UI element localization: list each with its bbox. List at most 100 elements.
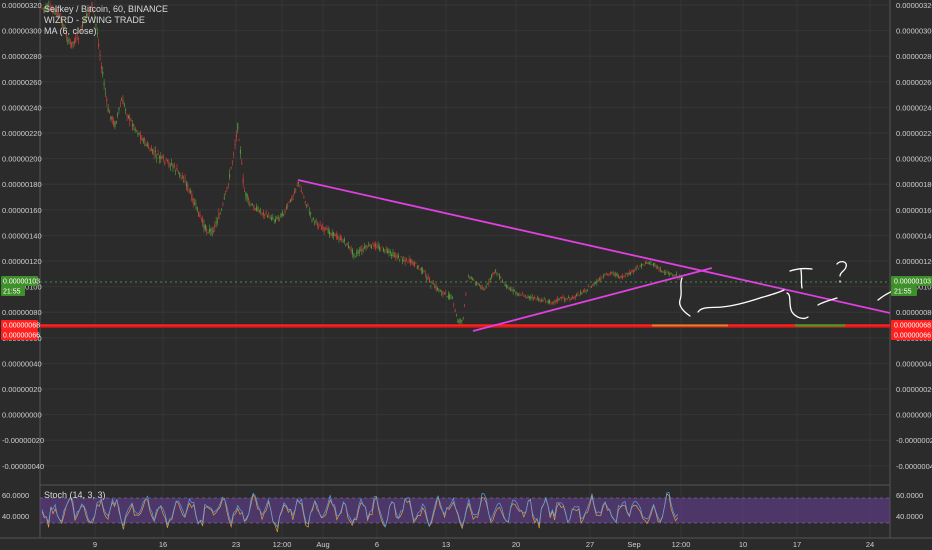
candle-body	[150, 147, 152, 151]
candle-body	[95, 24, 97, 26]
candle-body	[350, 248, 352, 252]
support-tag-upper: 0.00000068	[891, 320, 932, 330]
candle-body	[122, 99, 124, 105]
indicator-ma-label: MA (6, close)	[44, 26, 97, 36]
current-time-tag-left-text: 21:55	[3, 289, 21, 296]
candle-body	[320, 227, 322, 230]
candle-body	[558, 298, 560, 301]
candle-body	[357, 251, 359, 254]
candle-body	[497, 274, 499, 276]
candle-body	[341, 237, 343, 241]
descending-trendline	[297, 179, 891, 314]
time-tick: Aug	[316, 540, 329, 549]
candle-body	[179, 172, 181, 176]
candle-body	[671, 275, 673, 277]
support-tag-left-lower-text: 0.00000066	[3, 333, 40, 340]
candle-body	[399, 259, 401, 260]
price-tick-left: 0.00000240	[2, 103, 42, 112]
candle-body	[172, 165, 174, 167]
candle-body	[412, 262, 414, 266]
candle-body	[535, 298, 537, 300]
candle-body	[239, 149, 241, 154]
support-tag-upper-text: 0.00000068	[894, 323, 931, 330]
candle-body	[306, 204, 308, 206]
current-time-tag-left-box	[1, 286, 25, 296]
candle-body	[674, 274, 676, 276]
candle-body	[477, 283, 479, 285]
candle-body	[296, 185, 298, 186]
candle-body	[650, 262, 652, 263]
candle-body	[322, 225, 324, 229]
candle-body	[167, 159, 169, 162]
candle-body	[408, 258, 410, 262]
candle-body	[643, 265, 645, 266]
candle-body	[527, 296, 529, 298]
candle-body	[445, 291, 447, 293]
candle-body	[284, 210, 286, 213]
candle-body	[627, 273, 629, 276]
candle-body	[453, 303, 455, 305]
candle-body	[431, 283, 433, 285]
candle-body	[323, 227, 325, 232]
candle-body	[569, 299, 571, 301]
current-price-tag-left-box	[1, 276, 38, 286]
candle-body	[568, 297, 569, 299]
candle-body	[194, 203, 196, 205]
candle-body	[257, 207, 259, 210]
time-tick: 17	[793, 540, 801, 549]
candle-body	[202, 219, 204, 224]
current-price-tag-box	[891, 276, 932, 286]
price-tick-right: 0.00000200	[896, 155, 932, 164]
candle-body	[79, 30, 81, 32]
support-tag-lower: 0.00000066	[891, 330, 932, 340]
candle-body	[326, 228, 328, 230]
candle-body	[245, 192, 247, 197]
candle-body	[619, 277, 621, 279]
candle-body	[207, 232, 209, 234]
candle-body	[570, 299, 572, 300]
candle-body	[337, 236, 339, 239]
candle-body	[505, 284, 507, 288]
candle-body	[307, 205, 309, 207]
candle-body	[235, 134, 237, 138]
candle-body	[199, 214, 201, 217]
candle-body	[203, 224, 205, 229]
time-axis[interactable]: 9 16 23 12:00 Aug 6 13 20 27 Sep 12:00 10 17 24	[93, 540, 874, 549]
candle-body	[439, 290, 441, 292]
price-axis-right[interactable]: 0.00000320 0.00000300 0.00000280 0.00000260…	[891, 1, 932, 521]
candle-body	[153, 152, 155, 155]
candle-body	[612, 272, 614, 274]
candle-body	[434, 285, 436, 288]
candle-body	[106, 98, 108, 102]
candle-body	[191, 193, 193, 201]
candle-body	[77, 37, 79, 40]
candle-body	[86, 13, 88, 18]
candle-body	[542, 300, 544, 302]
candle-body	[334, 233, 336, 237]
candle-body	[519, 294, 521, 295]
candle-body	[169, 165, 171, 167]
candle-body	[72, 41, 74, 43]
candle-body	[145, 144, 147, 147]
candle-body	[659, 269, 661, 271]
candle-body	[111, 116, 113, 121]
candle-body	[113, 120, 115, 125]
current-time-tag-box	[891, 286, 917, 296]
candle-body	[547, 300, 549, 304]
candle-body	[214, 224, 216, 228]
candle-body	[137, 133, 139, 135]
candle-body	[401, 259, 403, 262]
candle-body	[488, 280, 490, 284]
candle-body	[507, 285, 509, 287]
price-axis-left[interactable]: 0.00000320 0.00000300 0.00000280 0.00000260…	[1, 1, 44, 521]
candle-body	[325, 227, 326, 229]
candle-body	[55, 9, 56, 11]
candle-body	[516, 292, 518, 295]
candle-body	[491, 275, 493, 278]
candle-body	[557, 298, 559, 302]
candle-body	[473, 280, 475, 282]
candle-body	[276, 217, 278, 220]
price-tick-left: 0.00000160	[2, 206, 42, 215]
candle-body	[574, 295, 576, 298]
